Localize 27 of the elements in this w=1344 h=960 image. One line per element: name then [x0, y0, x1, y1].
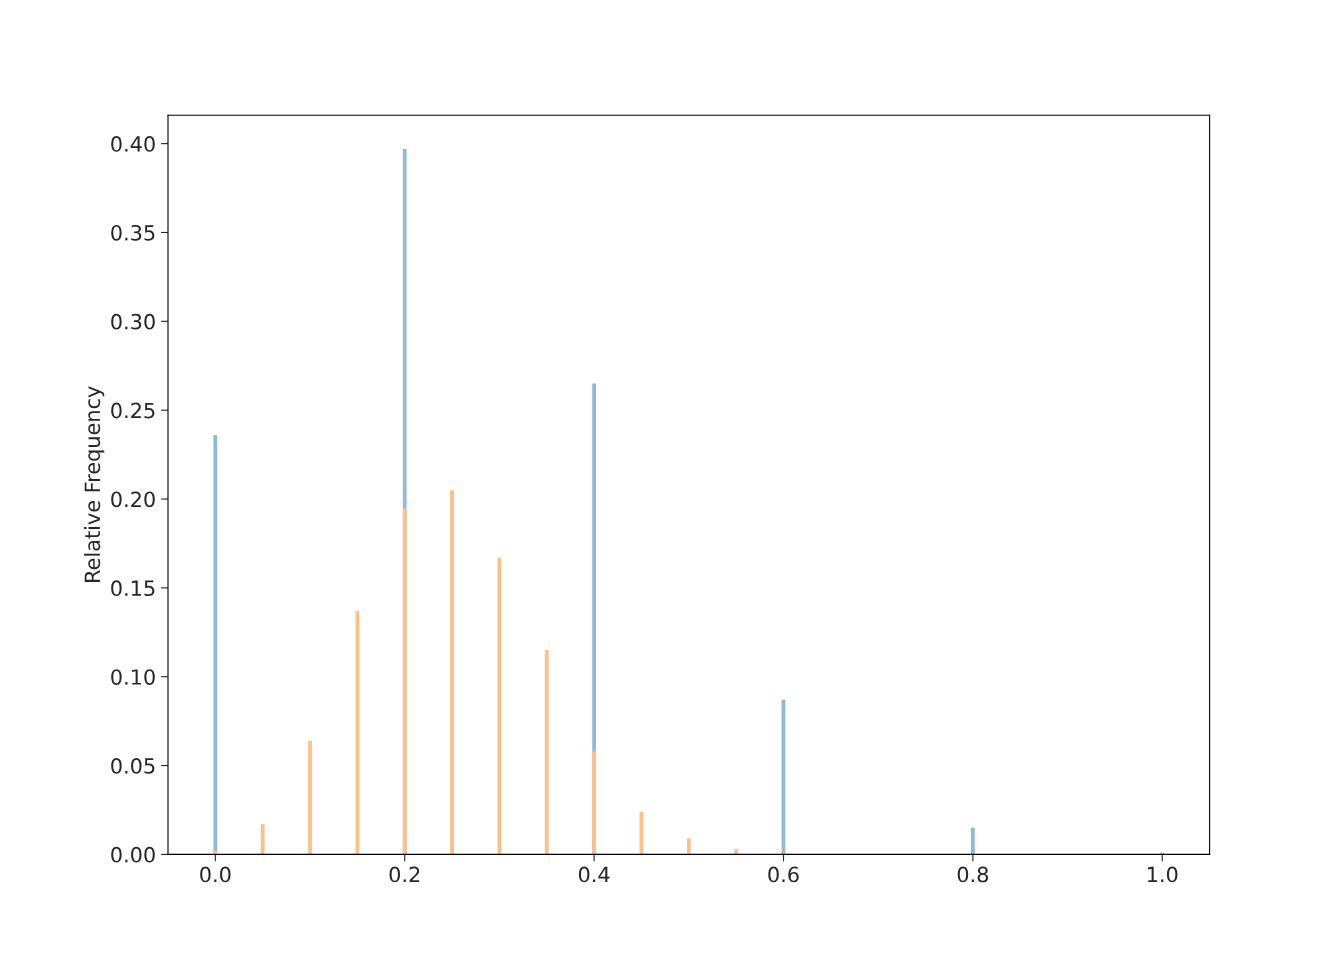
x-tick-label: 0.0	[200, 866, 231, 883]
y-tick-label: 0.10	[111, 669, 155, 685]
y-tick-label: 0.30	[111, 313, 155, 330]
y-tick-label: 0.25	[111, 402, 155, 419]
y-tick-label: 0.05	[111, 758, 155, 774]
bar	[592, 751, 596, 855]
y-tick-label: 0.00	[111, 846, 155, 863]
bar	[450, 490, 454, 855]
bar	[970, 827, 975, 855]
x-tick-label: 0.8	[957, 866, 989, 883]
bar	[355, 610, 360, 855]
x-tick-label: 0.6	[768, 866, 799, 883]
y-tick-label: 0.40	[111, 136, 155, 152]
bar	[308, 740, 312, 855]
bar	[402, 507, 407, 855]
y-tick-label: 0.15	[111, 580, 155, 597]
x-tick-label: 1.0	[1147, 866, 1178, 883]
bar	[544, 650, 549, 855]
bar	[686, 838, 691, 855]
bar	[260, 824, 265, 855]
bar	[734, 849, 739, 855]
x-tick-label: 0.4	[578, 866, 610, 883]
x-tick-label: 0.2	[389, 866, 420, 883]
y-tick-label: 0.35	[111, 224, 155, 241]
bar	[213, 850, 218, 855]
y-axis-title: Relative Frequency	[84, 386, 105, 582]
y-tick-label: 0.20	[111, 491, 155, 508]
